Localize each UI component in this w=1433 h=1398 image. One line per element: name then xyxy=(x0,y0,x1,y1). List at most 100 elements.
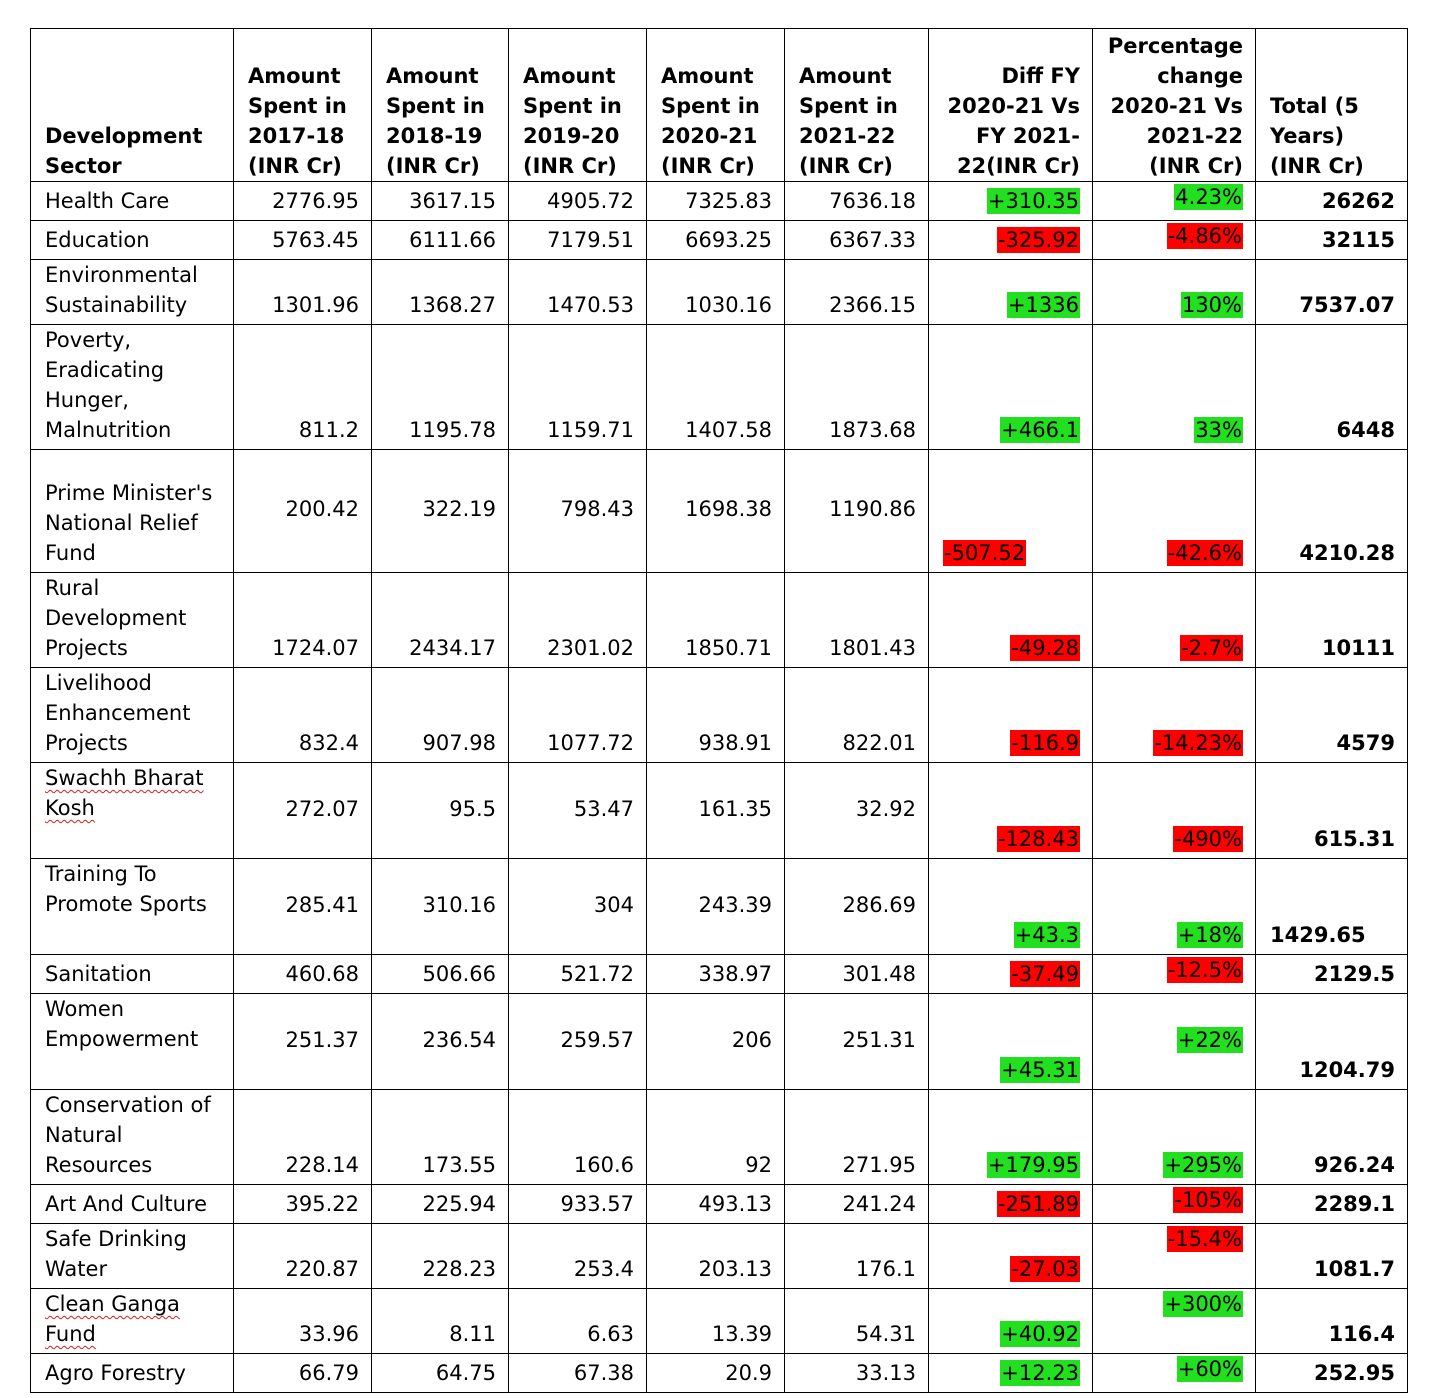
cell-amount-y2021: 251.31 xyxy=(784,993,929,1090)
table-row: Education 5763.45 6111.66 7179.51 6693.25 636… xyxy=(30,220,1408,260)
cell-amount-y2017: 200.42 xyxy=(233,449,372,573)
cell-amount-y2018: 64.75 xyxy=(371,1353,509,1393)
cell-amount-y2019: 253.4 xyxy=(508,1223,647,1289)
cell-amount-y2018: 506.66 xyxy=(371,954,509,994)
cell-amount-y2020: 1030.16 xyxy=(646,259,785,325)
cell-total: 32115 xyxy=(1255,220,1408,260)
cell-total: 1204.79 xyxy=(1255,993,1408,1090)
cell-amount-y2018: 173.55 xyxy=(371,1089,509,1185)
cell-total: 26262 xyxy=(1255,181,1408,221)
cell-diff: -116.9 xyxy=(928,667,1093,763)
cell-amount-y2017: 395.22 xyxy=(233,1184,372,1224)
cell-percentage: -14.23% xyxy=(1092,667,1256,763)
cell-diff: -325.92 xyxy=(928,220,1093,260)
diff-value: -37.49 xyxy=(1010,961,1080,987)
diff-value: +179.95 xyxy=(986,1152,1080,1178)
cell-amount-y2018: 1195.78 xyxy=(371,324,509,450)
diff-value: -116.9 xyxy=(1010,730,1080,756)
percentage-value: -14.23% xyxy=(1153,730,1243,756)
header-2019-20: Amount Spent in 2019-20 (INR Cr) xyxy=(508,28,647,182)
cell-amount-y2020: 161.35 xyxy=(646,762,785,859)
percentage-value: -15.4% xyxy=(1166,1226,1243,1252)
cell-diff: -37.49 xyxy=(928,954,1093,994)
header-2021-22: Amount Spent in 2021-22 (INR Cr) xyxy=(784,28,929,182)
cell-total: 2289.1 xyxy=(1255,1184,1408,1224)
cell-amount-y2020: 206 xyxy=(646,993,785,1090)
sector-label: Education xyxy=(45,228,150,252)
cell-amount-y2021: 54.31 xyxy=(784,1288,929,1354)
percentage-value: +18% xyxy=(1176,922,1243,948)
sector-label: Clean Ganga Fund xyxy=(45,1292,180,1346)
cell-sector: Clean Ganga Fund xyxy=(30,1288,234,1354)
table-row: Livelihood Enhancement Projects 832.4 907.… xyxy=(30,667,1408,763)
cell-sector: Rural Development Projects xyxy=(30,572,234,668)
cell-amount-y2019: 1159.71 xyxy=(508,324,647,450)
header-row: Development Sector Amount Spent in 2017-… xyxy=(30,28,1408,182)
cell-amount-y2020: 1850.71 xyxy=(646,572,785,668)
diff-value: +466.1 xyxy=(1000,417,1080,443)
cell-total: 1429.65 xyxy=(1255,858,1408,955)
cell-amount-y2017: 33.96 xyxy=(233,1288,372,1354)
cell-amount-y2019: 259.57 xyxy=(508,993,647,1090)
diff-value: -128.43 xyxy=(996,826,1080,852)
sector-label: Rural Development Projects xyxy=(45,576,187,660)
cell-sector: Poverty, Eradicating Hunger, Malnutritio… xyxy=(30,324,234,450)
cell-amount-y2018: 322.19 xyxy=(371,449,509,573)
cell-amount-y2019: 53.47 xyxy=(508,762,647,859)
cell-total: 2129.5 xyxy=(1255,954,1408,994)
percentage-value: -2.7% xyxy=(1180,635,1243,661)
cell-amount-y2021: 822.01 xyxy=(784,667,929,763)
diff-value: +45.31 xyxy=(1000,1057,1080,1083)
cell-diff: +466.1 xyxy=(928,324,1093,450)
table-row: Safe Drinking Water 220.87 228.23 253.4 203.… xyxy=(30,1223,1408,1289)
cell-amount-y2017: 2776.95 xyxy=(233,181,372,221)
csr-spending-table: Development Sector Amount Spent in 2017-… xyxy=(30,28,1408,1393)
cell-total: 7537.07 xyxy=(1255,259,1408,325)
cell-amount-y2018: 236.54 xyxy=(371,993,509,1090)
cell-amount-y2020: 493.13 xyxy=(646,1184,785,1224)
cell-total: 615.31 xyxy=(1255,762,1408,859)
diff-value: -507.52 xyxy=(943,540,1027,566)
cell-sector: Art And Culture xyxy=(30,1184,234,1224)
diff-value: -27.03 xyxy=(1010,1256,1080,1282)
cell-percentage: +295% xyxy=(1092,1089,1256,1185)
percentage-value: 33% xyxy=(1194,417,1243,443)
cell-amount-y2020: 338.97 xyxy=(646,954,785,994)
cell-amount-y2020: 92 xyxy=(646,1089,785,1185)
cell-total: 1081.7 xyxy=(1255,1223,1408,1289)
cell-diff: -251.89 xyxy=(928,1184,1093,1224)
cell-amount-y2019: 6.63 xyxy=(508,1288,647,1354)
cell-total: 252.95 xyxy=(1255,1353,1408,1393)
header-2017-18: Amount Spent in 2017-18 (INR Cr) xyxy=(233,28,372,182)
header-total: Total (5 Years) (INR Cr) xyxy=(1255,28,1408,182)
sector-label: Agro Forestry xyxy=(45,1361,186,1385)
percentage-value: -4.86% xyxy=(1166,223,1243,249)
percentage-value: +22% xyxy=(1176,1026,1243,1053)
cell-amount-y2017: 228.14 xyxy=(233,1089,372,1185)
cell-amount-y2018: 2434.17 xyxy=(371,572,509,668)
cell-amount-y2017: 220.87 xyxy=(233,1223,372,1289)
cell-amount-y2021: 301.48 xyxy=(784,954,929,994)
cell-amount-y2019: 7179.51 xyxy=(508,220,647,260)
cell-percentage: -4.86% xyxy=(1092,220,1256,260)
cell-total: 4210.28 xyxy=(1255,449,1408,573)
sector-label: Swachh Bharat Kosh xyxy=(45,766,204,820)
cell-amount-y2017: 1301.96 xyxy=(233,259,372,325)
cell-diff: -507.52 xyxy=(928,449,1093,573)
cell-amount-y2017: 832.4 xyxy=(233,667,372,763)
cell-sector: Environmental Sustainability xyxy=(30,259,234,325)
cell-diff: +1336 xyxy=(928,259,1093,325)
cell-amount-y2019: 798.43 xyxy=(508,449,647,573)
cell-amount-y2019: 1470.53 xyxy=(508,259,647,325)
cell-amount-y2019: 304 xyxy=(508,858,647,955)
cell-percentage: -105% xyxy=(1092,1184,1256,1224)
cell-amount-y2020: 203.13 xyxy=(646,1223,785,1289)
cell-amount-y2019: 2301.02 xyxy=(508,572,647,668)
cell-sector: Sanitation xyxy=(30,954,234,994)
cell-amount-y2017: 251.37 xyxy=(233,993,372,1090)
diff-value: +43.3 xyxy=(1013,922,1080,948)
sector-label: Environmental Sustainability xyxy=(45,263,198,317)
cell-amount-y2018: 1368.27 xyxy=(371,259,509,325)
cell-amount-y2017: 272.07 xyxy=(233,762,372,859)
diff-value: +12.23 xyxy=(1000,1360,1080,1386)
